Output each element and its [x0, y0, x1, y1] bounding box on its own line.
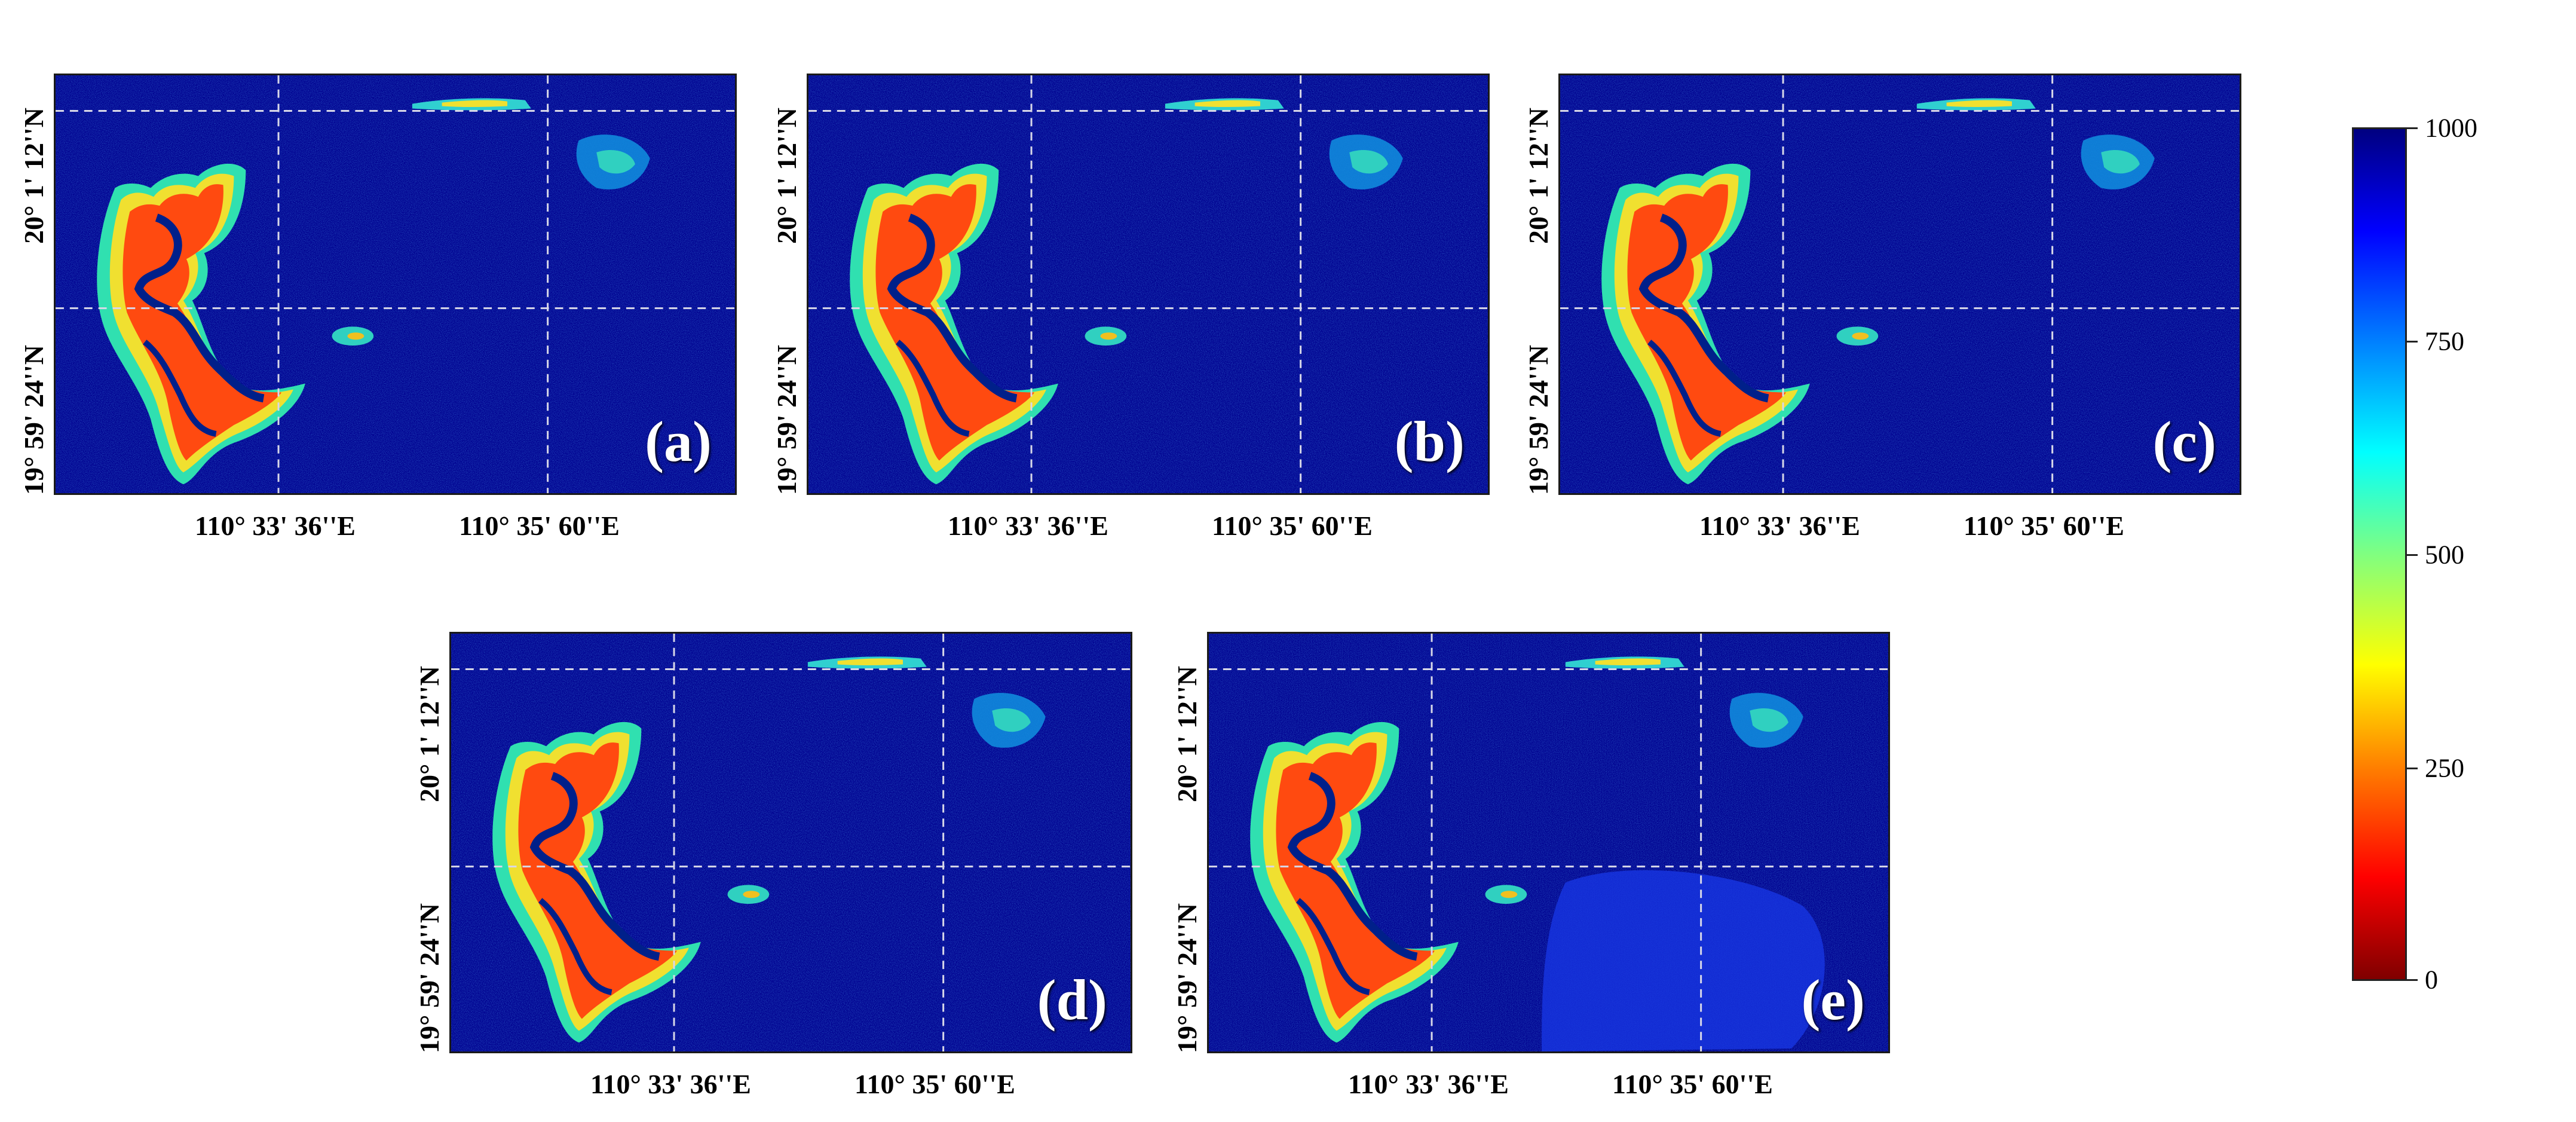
lat-label-top: 20° 1' 12''N: [771, 108, 802, 244]
panel-label: (e): [1801, 968, 1865, 1032]
colorbar-tick: [2407, 341, 2418, 343]
bright-region: [1542, 870, 1825, 1051]
lon-label-right: 110° 35' 60''E: [1212, 510, 1373, 541]
lat-label-top: 20° 1' 12''N: [1523, 108, 1554, 244]
panel-d: (d) 20° 1' 12''N 19° 59' 24''N 110° 33' …: [414, 632, 1132, 1099]
panel-e: (e) 20° 1' 12''N 19° 59' 24''N 110° 33' …: [1172, 632, 1890, 1099]
lon-label-left: 110° 33' 36''E: [590, 1069, 751, 1099]
lat-label-top: 20° 1' 12''N: [414, 666, 445, 802]
map-c: [1558, 74, 2241, 495]
colorbar-tick: [2407, 127, 2418, 129]
colorbar-tick: [2407, 768, 2418, 769]
map-image: [451, 634, 1131, 1051]
lat-label-bottom: 19° 59' 24''N: [1523, 345, 1554, 495]
lon-label-right: 110° 35' 60''E: [1612, 1069, 1773, 1099]
map-a: [54, 74, 737, 495]
map-e: [1207, 632, 1890, 1053]
lon-label-left: 110° 33' 36''E: [1699, 510, 1860, 541]
map-image: [1209, 634, 1888, 1051]
lat-label-bottom: 19° 59' 24''N: [771, 345, 802, 495]
lon-label-right: 110° 35' 60''E: [459, 510, 620, 541]
panel-label: (a): [645, 409, 712, 473]
map-d: [449, 632, 1132, 1053]
panel-label: (c): [2152, 409, 2216, 473]
lon-label-right: 110° 35' 60''E: [1964, 510, 2124, 541]
colorbar-tick-label: 250: [2425, 753, 2464, 783]
map-image: [808, 75, 1488, 493]
lat-label-top: 20° 1' 12''N: [19, 108, 49, 244]
colorbar-tick: [2407, 554, 2418, 556]
panel-label: (b): [1394, 409, 1465, 473]
lon-label-right: 110° 35' 60''E: [854, 1069, 1015, 1099]
lon-label-left: 110° 33' 36''E: [948, 510, 1108, 541]
panel-a: (a) 20° 1' 12''N 19° 59' 24''N 110° 33' …: [19, 74, 737, 541]
colorbar-tick-label: 1000: [2425, 113, 2477, 143]
colorbar-tick-label: 0: [2425, 965, 2438, 995]
lat-label-bottom: 19° 59' 24''N: [1172, 903, 1202, 1053]
lat-label-bottom: 19° 59' 24''N: [19, 345, 49, 495]
map-b: [807, 74, 1490, 495]
colorbar-tick-label: 500: [2425, 540, 2464, 570]
colorbar-title: Residual Sum: [2571, 415, 2576, 742]
panel-b: (b) 20° 1' 12''N 19° 59' 24''N 110° 33' …: [771, 74, 1490, 541]
colorbar-tick-label: 750: [2425, 326, 2464, 356]
colorbar: [2352, 127, 2407, 981]
colorbar-tick: [2407, 979, 2418, 981]
map-image: [56, 75, 735, 493]
lat-label-bottom: 19° 59' 24''N: [414, 903, 445, 1053]
panel-label: (d): [1037, 968, 1107, 1032]
lon-label-left: 110° 33' 36''E: [195, 510, 356, 541]
lon-label-left: 110° 33' 36''E: [1348, 1069, 1509, 1099]
map-image: [1560, 75, 2240, 493]
lat-label-top: 20° 1' 12''N: [1172, 666, 1202, 802]
panel-c: (c) 20° 1' 12''N 19° 59' 24''N 110° 33' …: [1523, 74, 2241, 541]
